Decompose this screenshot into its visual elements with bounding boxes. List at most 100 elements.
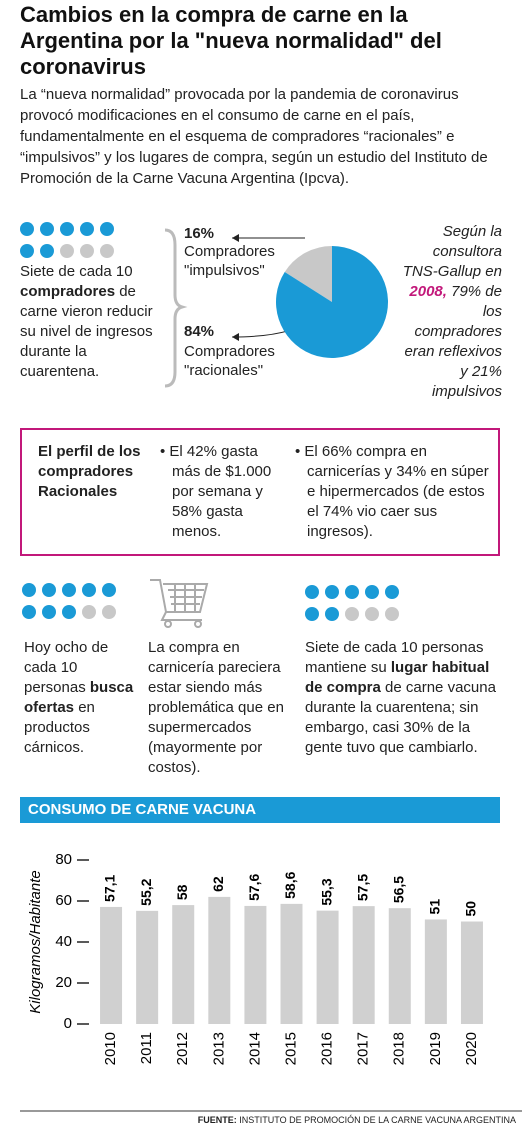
dot-icon bbox=[20, 244, 34, 258]
y-tick-label: 40 bbox=[55, 933, 72, 950]
dot-icon bbox=[102, 605, 116, 619]
bullet: El 66% compra en carnicerías y 34% en sú… bbox=[295, 442, 490, 542]
dot-icon bbox=[385, 585, 399, 599]
note: Según la consultora TNS-Gallup en 2008, … bbox=[394, 222, 502, 402]
profile-box bbox=[20, 428, 500, 556]
text: Hoy ocho de cada 10 personas bbox=[24, 639, 109, 696]
intro: La “nueva normalidad” provocada por la p… bbox=[20, 86, 488, 187]
chart-title: CONSUMO DE CARNE VACUNA bbox=[28, 801, 257, 818]
y-tick-label: 0 bbox=[64, 1015, 72, 1032]
y-axis-label: Kilogramos/Habitante bbox=[27, 870, 44, 1013]
x-tick-label: 2018 bbox=[391, 1032, 408, 1065]
pie-slice bbox=[276, 246, 389, 358]
bar bbox=[100, 906, 123, 1024]
text: en productos cárnicos. bbox=[24, 699, 95, 756]
column-text: Hoy ocho de cada 10 personas busca ofert… bbox=[24, 638, 139, 758]
bullet: El 42% gasta más de $1.000 por semana y … bbox=[160, 442, 285, 542]
y-tick-label: 20 bbox=[55, 974, 72, 991]
profile-bullet: El 66% compra en carnicerías y 34% en sú… bbox=[295, 442, 490, 542]
dot-icon bbox=[385, 607, 399, 621]
text: 79% de los compradores eran reflexivos y… bbox=[404, 283, 502, 400]
dot-icon bbox=[60, 222, 74, 236]
text: de carne vacuna durante la cuarentena; s… bbox=[305, 679, 496, 756]
pie-value-label: 84% bbox=[184, 323, 215, 340]
bar bbox=[136, 910, 159, 1024]
column-text: Siete de cada 10 personas mantiene su lu… bbox=[305, 638, 505, 758]
left-text: Siete de cada 10 compradores de carne vi… bbox=[20, 262, 160, 382]
dot-icon bbox=[345, 585, 359, 599]
dot-icon bbox=[60, 244, 74, 258]
cart-icon bbox=[150, 579, 209, 628]
value-label: 57,1 bbox=[102, 874, 118, 901]
x-tick-label: 2011 bbox=[138, 1032, 155, 1064]
value-label: 55,2 bbox=[138, 878, 154, 905]
dot-icon bbox=[20, 222, 34, 236]
profile-title: El perfil de los compradores Racionales bbox=[38, 443, 141, 500]
bar bbox=[352, 906, 375, 1024]
text: Siete de cada 10 bbox=[20, 263, 133, 280]
value-label: 57,5 bbox=[354, 874, 370, 901]
pie-label: Compradores "racionales" bbox=[184, 343, 275, 379]
dot-icon bbox=[80, 244, 94, 258]
value-label: 58 bbox=[174, 884, 190, 900]
bar bbox=[316, 910, 339, 1024]
x-tick-label: 2010 bbox=[102, 1032, 119, 1065]
x-tick-label: 2019 bbox=[427, 1032, 444, 1065]
text-bold: lugar habitual de compra bbox=[305, 659, 490, 696]
x-tick-label: 2016 bbox=[319, 1032, 336, 1065]
dot-icon bbox=[325, 585, 339, 599]
x-tick-label: 2015 bbox=[282, 1032, 299, 1065]
value-label: 58,6 bbox=[282, 871, 298, 898]
text-highlight: 2008, bbox=[409, 283, 447, 300]
x-tick-label: 2013 bbox=[210, 1032, 227, 1065]
title: Cambios en la compra de carne en la Arge… bbox=[20, 2, 442, 79]
dot-icon bbox=[325, 607, 339, 621]
x-tick-label: 2017 bbox=[355, 1032, 372, 1065]
pie-label: Compradores "impulsivos" bbox=[184, 243, 275, 279]
dot-icon bbox=[305, 585, 319, 599]
text-bold: busca ofertas bbox=[24, 679, 134, 716]
dot-icon bbox=[22, 605, 36, 619]
x-tick-label: 2014 bbox=[246, 1032, 263, 1065]
chart-band bbox=[20, 797, 500, 823]
dot-icon bbox=[102, 583, 116, 597]
x-tick-label: 2020 bbox=[463, 1032, 480, 1065]
dot-icon bbox=[62, 583, 76, 597]
value-label: 50 bbox=[463, 901, 479, 917]
dot-icon bbox=[305, 607, 319, 621]
dot-icon bbox=[80, 222, 94, 236]
bar bbox=[244, 905, 267, 1024]
y-tick-label: 80 bbox=[55, 851, 72, 868]
dot-icon bbox=[82, 583, 96, 597]
dot-icon bbox=[365, 585, 379, 599]
pie-value-label: 16% bbox=[184, 225, 215, 242]
text: Según la consultora TNS-Gallup en bbox=[402, 223, 502, 280]
arrow-head bbox=[232, 333, 239, 341]
value-label: 62 bbox=[210, 876, 226, 892]
text-bold: compradores bbox=[20, 283, 116, 300]
dot-icon bbox=[42, 583, 56, 597]
footer: FUENTE: INSTITUTO DE PROMOCIÓN DE LA CAR… bbox=[198, 1114, 516, 1126]
column-text: La compra en carnicería pareciera estar … bbox=[148, 639, 284, 776]
dot-icon bbox=[82, 605, 96, 619]
y-tick-label: 60 bbox=[55, 892, 72, 909]
profile-bullet: El 42% gasta más de $1.000 por semana y … bbox=[160, 442, 285, 542]
bar bbox=[172, 905, 195, 1024]
bar bbox=[280, 903, 303, 1024]
bar bbox=[388, 908, 411, 1024]
dot-icon bbox=[22, 583, 36, 597]
text: INSTITUTO DE PROMOCIÓN DE LA CARNE VACUN… bbox=[236, 1115, 516, 1125]
text-bold: FUENTE: bbox=[197, 1115, 237, 1125]
dot-icon bbox=[100, 244, 114, 258]
value-label: 55,3 bbox=[318, 878, 334, 905]
dot-icon bbox=[62, 605, 76, 619]
dot-icon bbox=[365, 607, 379, 621]
x-tick-label: 2012 bbox=[174, 1032, 191, 1065]
text: Siete de cada 10 personas mantiene su bbox=[305, 639, 484, 676]
pie-slice bbox=[284, 246, 332, 302]
bracket bbox=[164, 228, 188, 388]
value-label: 57,6 bbox=[246, 873, 262, 900]
bar bbox=[208, 896, 231, 1024]
dot-icon bbox=[100, 222, 114, 236]
